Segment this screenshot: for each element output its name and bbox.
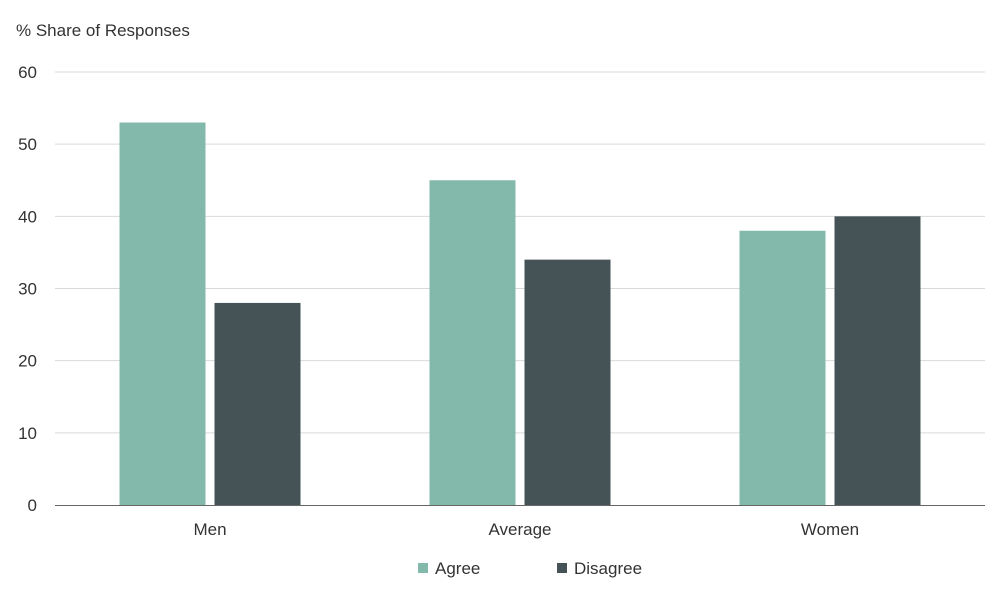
y-axis-ticks: 0 10 20 30 40 50 60 — [18, 63, 37, 515]
y-tick-label: 50 — [18, 135, 37, 154]
legend-item-agree: Agree — [418, 559, 480, 578]
x-axis-categories: Men Average Women — [193, 520, 859, 539]
x-category-label: Women — [801, 520, 859, 539]
y-tick-label: 30 — [18, 280, 37, 299]
bars — [119, 122, 921, 506]
x-category-label: Average — [488, 520, 551, 539]
y-tick-label: 20 — [18, 352, 37, 371]
y-tick-label: 0 — [28, 496, 37, 515]
legend-item-disagree: Disagree — [557, 559, 642, 578]
bar-agree-women — [739, 230, 826, 505]
legend-swatch — [557, 563, 567, 573]
bar-disagree-women — [834, 216, 921, 506]
legend-label: Agree — [435, 559, 480, 578]
gridlines — [55, 71, 985, 434]
bar-agree-men — [119, 122, 206, 506]
bar-disagree-average — [524, 259, 611, 505]
y-axis-label: % Share of Responses — [16, 21, 190, 40]
bar-disagree-men — [214, 302, 301, 505]
bar-agree-average — [429, 180, 516, 505]
x-category-label: Men — [193, 520, 226, 539]
y-tick-label: 40 — [18, 207, 37, 226]
legend-swatch — [418, 563, 428, 573]
legend: Agree Disagree — [418, 559, 642, 578]
y-tick-label: 60 — [18, 63, 37, 82]
y-tick-label: 10 — [18, 424, 37, 443]
legend-label: Disagree — [574, 559, 642, 578]
